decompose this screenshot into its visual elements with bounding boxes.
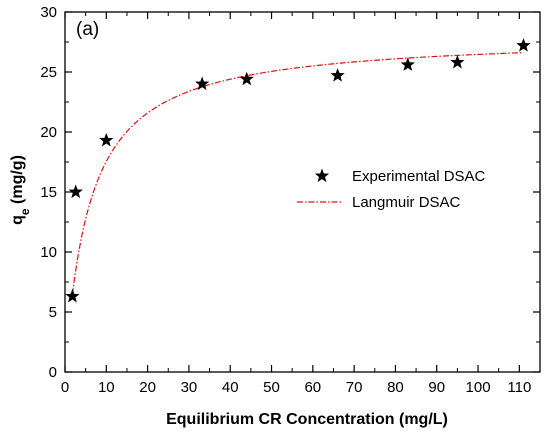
y-axis-label: qe (mg/g) [9, 155, 32, 225]
panel-label: (a) [76, 19, 99, 40]
y-tick-label: 30 [40, 4, 57, 21]
data-point-experimental [516, 38, 531, 52]
y-tick-label: 10 [40, 244, 57, 261]
y-axis-label-main: q [9, 215, 26, 225]
x-tick-label: 50 [263, 379, 280, 396]
y-tick-label: 5 [49, 304, 57, 321]
x-tick-label: 30 [181, 379, 198, 396]
x-tick-label: 110 [507, 379, 531, 396]
y-axis-label-unit: (mg/g) [9, 155, 26, 208]
legend-star-icon [314, 168, 330, 183]
legend-label-langmuir: Langmuir DSAC [352, 194, 461, 211]
langmuir-fit-line [71, 52, 524, 295]
legend: Experimental DSAC Langmuir DSAC [297, 168, 486, 211]
data-point-experimental [195, 76, 210, 91]
data-point-experimental [450, 54, 465, 69]
x-tick-label: 0 [61, 379, 69, 396]
x-axis-label: Equilibrium CR Concentration (mg/L) [166, 411, 448, 428]
plot-area [64, 11, 541, 373]
x-tick-label: 80 [387, 379, 404, 396]
plot-frame [64, 11, 541, 373]
y-tick-label: 20 [40, 124, 57, 141]
x-tick-label: 10 [98, 379, 115, 396]
y-axis-label-subscript: e [18, 208, 32, 215]
data-point-experimental [99, 132, 114, 147]
data-point-experimental [65, 288, 80, 303]
x-tick-label: 60 [304, 379, 321, 396]
data-point-experimental [239, 71, 254, 86]
y-tick-label: 0 [49, 364, 57, 381]
legend-marker-experimental [314, 168, 330, 183]
x-tick-label: 70 [346, 379, 363, 396]
x-tick-label: 100 [466, 379, 491, 396]
y-tick-label: 15 [40, 184, 57, 201]
data-point-experimental [330, 68, 345, 82]
x-tick-label: 40 [222, 379, 239, 396]
data-point-experimental [68, 184, 83, 199]
legend-label-experimental: Experimental DSAC [352, 168, 486, 185]
data-point-experimental [400, 57, 415, 71]
x-tick-label: 20 [139, 379, 156, 396]
y-tick-label: 25 [40, 64, 57, 81]
x-tick-label: 90 [428, 379, 445, 396]
